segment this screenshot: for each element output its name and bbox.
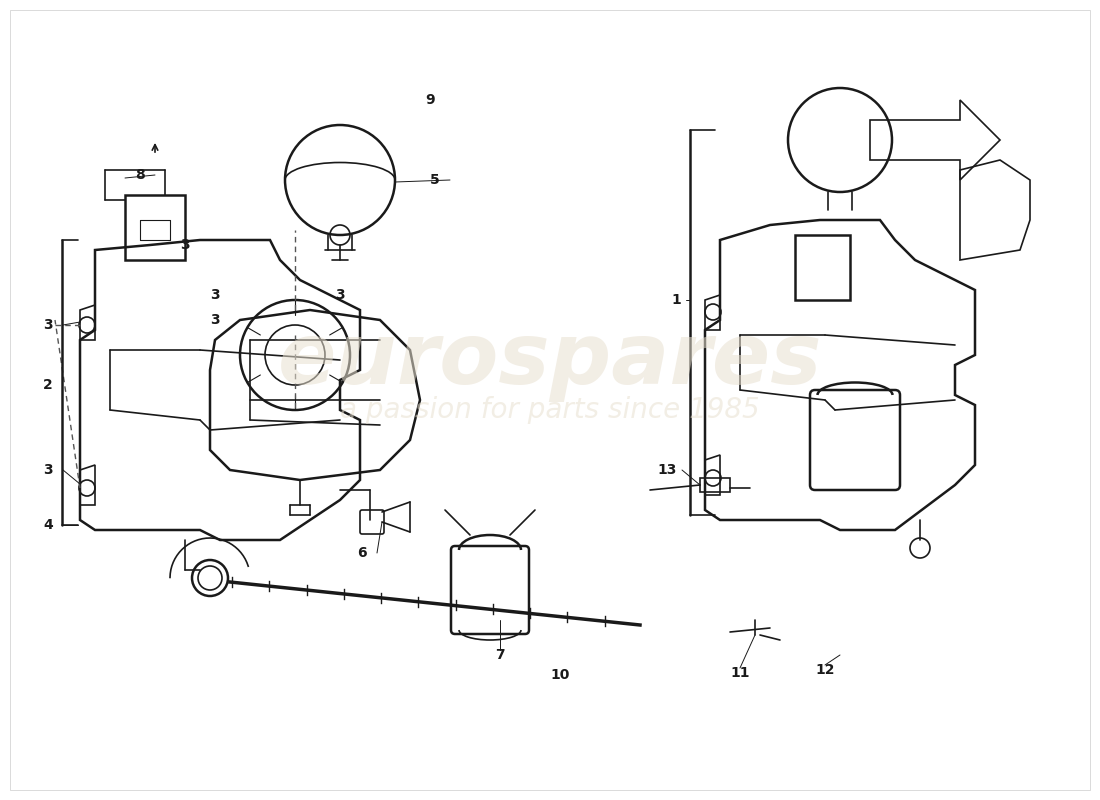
Bar <box>795 235 850 300</box>
Text: 11: 11 <box>730 666 750 680</box>
Text: 7: 7 <box>495 648 505 662</box>
Text: 8: 8 <box>135 168 145 182</box>
Text: 3: 3 <box>43 318 53 332</box>
Text: 4: 4 <box>43 518 53 532</box>
Text: 1: 1 <box>671 293 681 307</box>
Bar <box>125 195 185 260</box>
Text: 10: 10 <box>550 668 570 682</box>
Text: 9: 9 <box>426 93 434 107</box>
Text: 6: 6 <box>358 546 366 560</box>
Text: eurospares: eurospares <box>277 318 823 402</box>
Text: a passion for parts since 1985: a passion for parts since 1985 <box>340 396 760 424</box>
Text: 3: 3 <box>336 288 344 302</box>
Text: 13: 13 <box>658 463 676 477</box>
Text: 3: 3 <box>210 288 220 302</box>
Text: 3: 3 <box>210 313 220 327</box>
Text: 12: 12 <box>815 663 835 677</box>
Text: 3: 3 <box>43 463 53 477</box>
Text: 5: 5 <box>430 173 440 187</box>
Text: 3: 3 <box>180 238 190 252</box>
Text: 2: 2 <box>43 378 53 392</box>
